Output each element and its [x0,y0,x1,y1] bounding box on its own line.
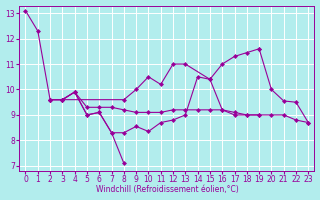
X-axis label: Windchill (Refroidissement éolien,°C): Windchill (Refroidissement éolien,°C) [96,185,238,194]
